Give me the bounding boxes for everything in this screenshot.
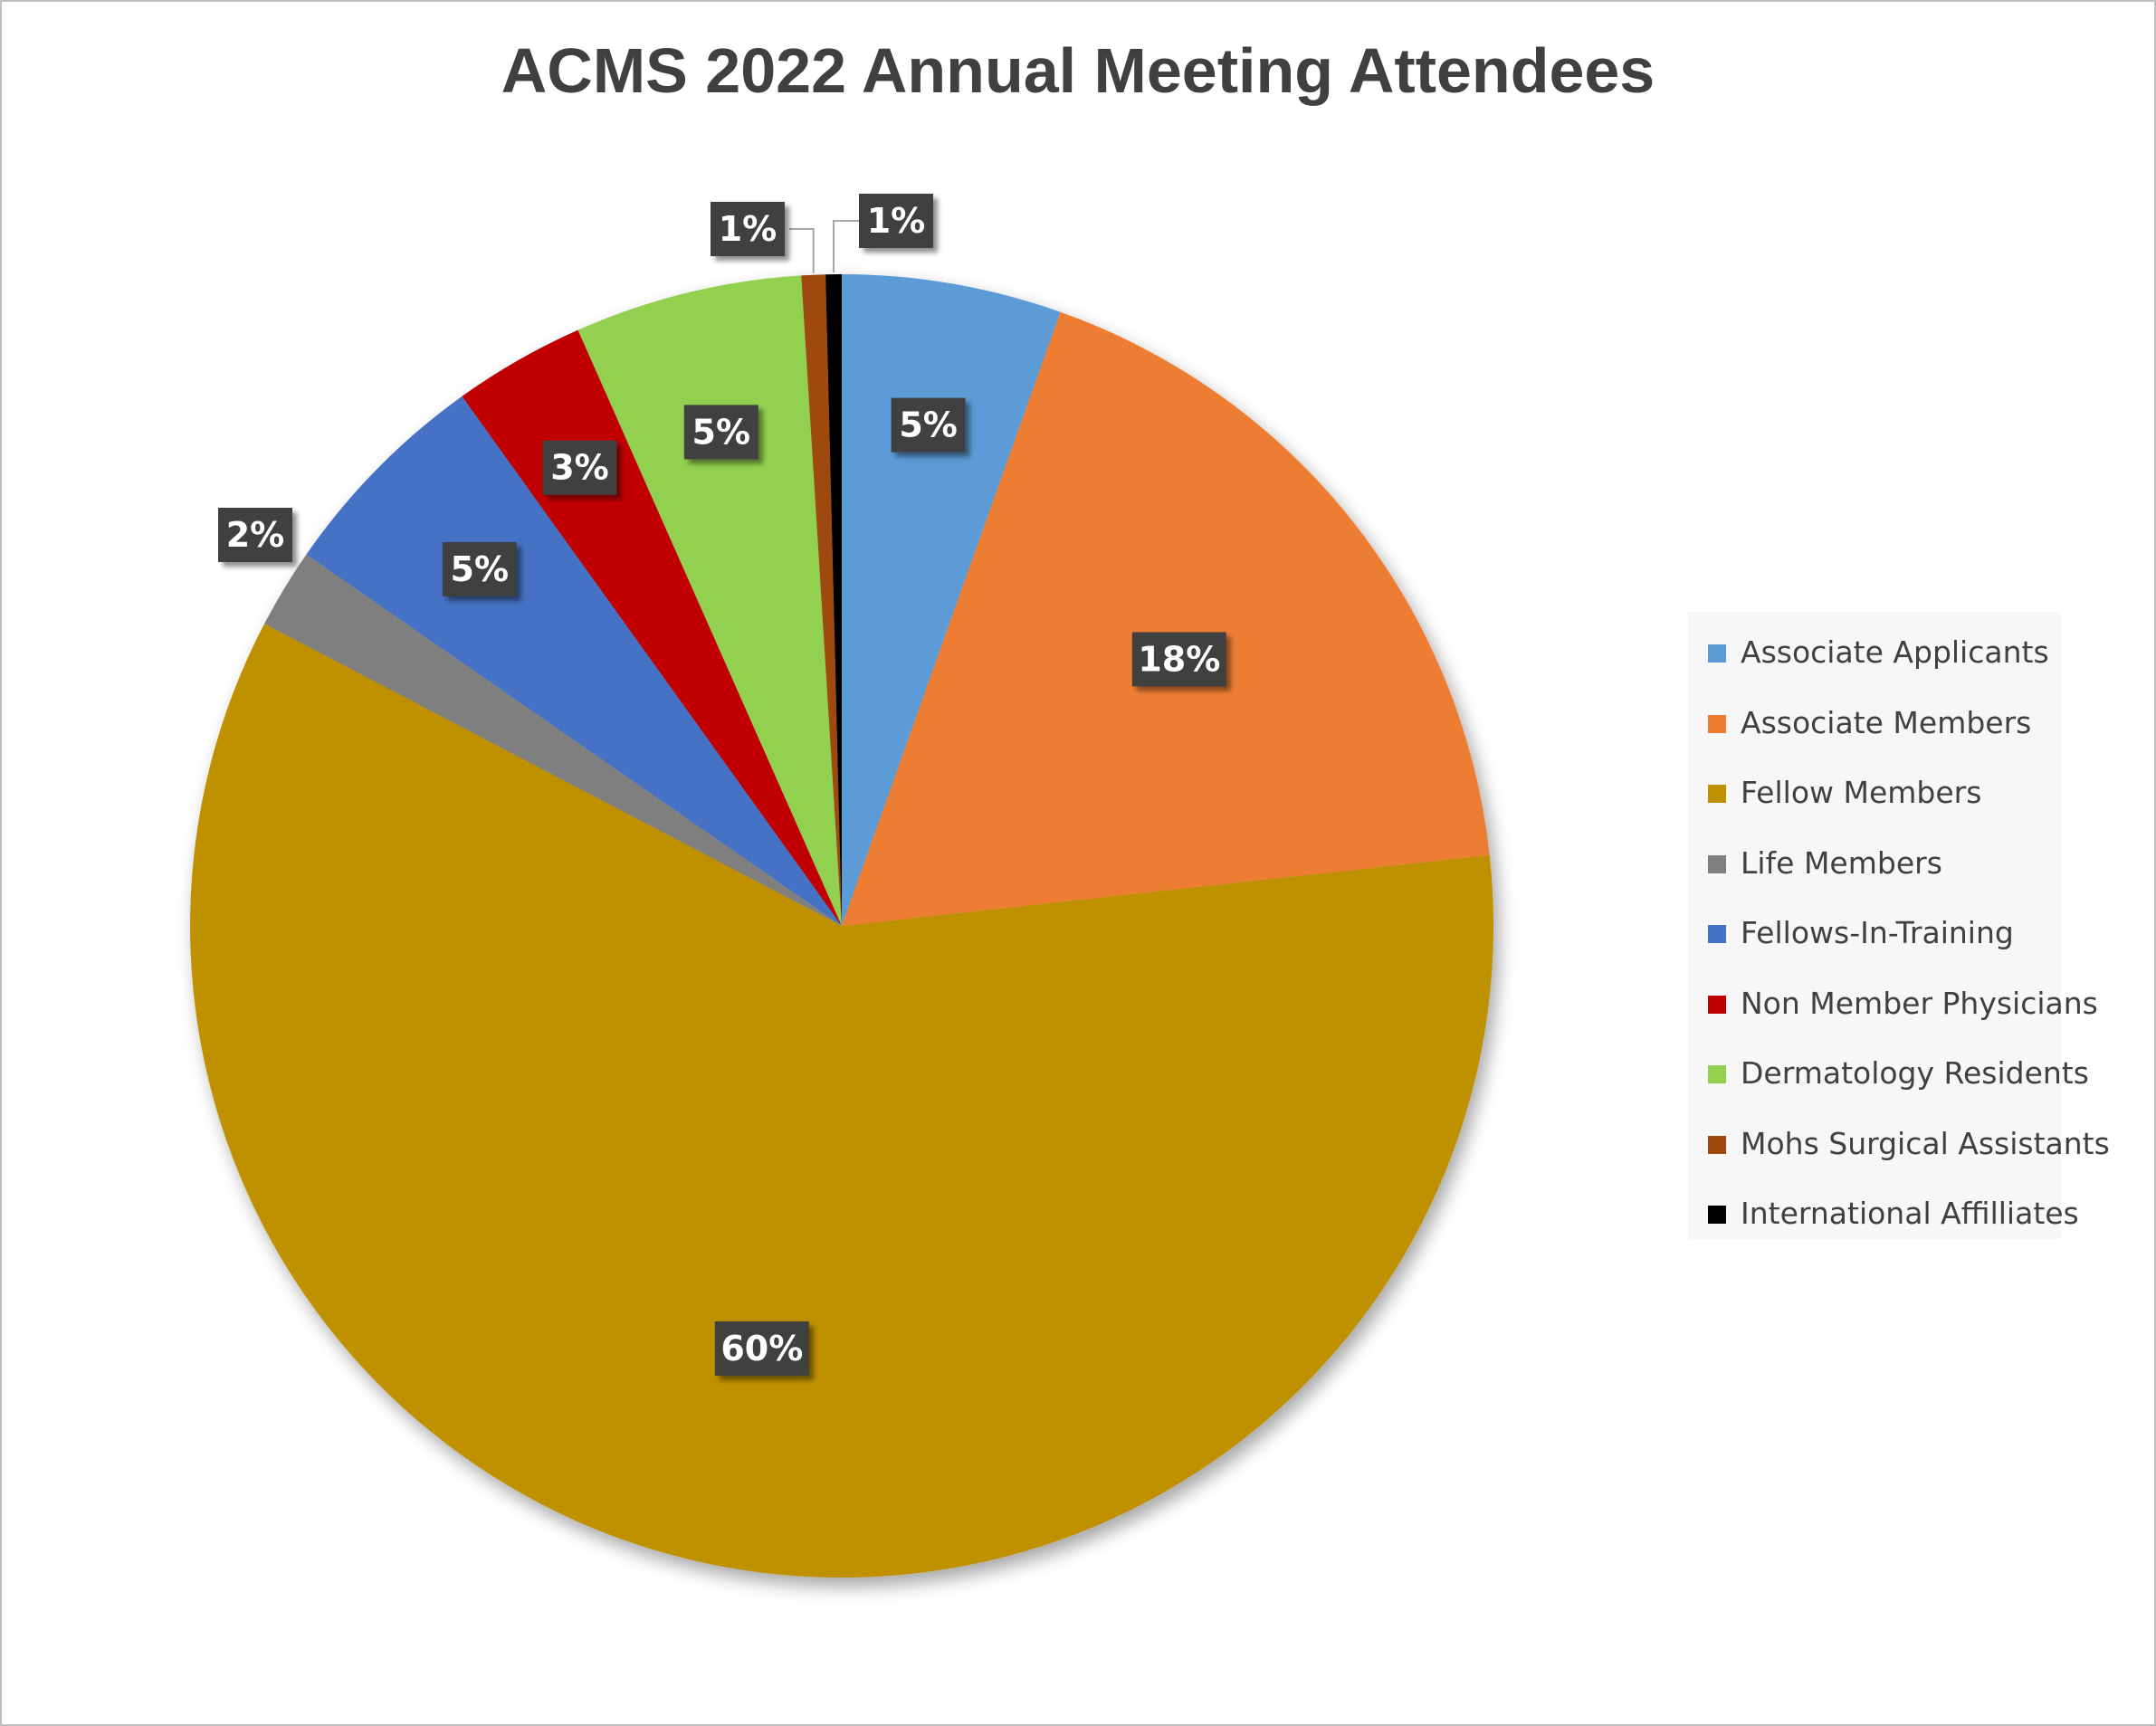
data-label-text: 3%	[550, 448, 609, 488]
data-label-box	[218, 508, 292, 562]
data-label-associate-members: 18%	[1131, 632, 1226, 687]
pie-slice-dermatology-residents	[577, 275, 842, 926]
pie-slice-associate-members	[842, 311, 1490, 926]
data-label-text: 5%	[899, 405, 958, 445]
data-label-mohs-surgical-assistants: 1%	[711, 202, 785, 256]
data-label-box	[859, 194, 933, 248]
legend-swatch	[1708, 785, 1726, 803]
chart-legend: Associate Applicants Associate Members Fel…	[1688, 612, 2110, 1239]
data-label-text: 60%	[720, 1329, 803, 1368]
legend-swatch	[1708, 1135, 1726, 1154]
legend-swatch	[1708, 644, 1726, 663]
data-label-associate-applicants: 5%	[891, 397, 966, 453]
legend-swatch	[1708, 1206, 1726, 1224]
data-label-life-members: 2%	[218, 508, 292, 562]
legend-swatch	[1708, 1065, 1726, 1083]
data-label-box	[442, 542, 517, 596]
data-label-box	[711, 202, 785, 256]
data-label-fellow-members: 60%	[714, 1321, 809, 1376]
data-label-box	[1131, 632, 1226, 687]
leader-line-mohs-surgical-assistants	[789, 228, 815, 273]
legend-swatch	[1708, 714, 1726, 733]
pie-slice-fellow-members	[190, 624, 1494, 1578]
data-label-non-member-physicians: 3%	[542, 440, 617, 495]
data-label-text: 5%	[692, 412, 751, 452]
legend-label: Life Members	[1741, 844, 1942, 881]
legend-swatch	[1708, 854, 1726, 873]
pie-slice-international-affilliates	[825, 273, 842, 926]
data-label-international-affilliates: 1%	[859, 194, 933, 248]
legend-label: Dermatology Residents	[1741, 1055, 2089, 1091]
legend-swatch	[1708, 995, 1726, 1014]
legend-label: International Affilliates	[1741, 1196, 2079, 1231]
leader-line-international-affilliates	[833, 220, 862, 273]
legend-label: Mohs Surgical Assistants	[1741, 1125, 2110, 1161]
data-label-box	[714, 1321, 809, 1376]
legend-label: Fellows-In-Training	[1741, 915, 2014, 950]
data-label-fellows-in-training: 5%	[442, 542, 517, 596]
data-label-box	[891, 397, 966, 453]
data-label-text: 1%	[867, 201, 926, 241]
chart-title: ACMS 2022 Annual Meeting Attendees	[501, 35, 1655, 106]
pie-slice-mohs-surgical-assistants	[801, 274, 842, 927]
legend-swatch	[1708, 925, 1726, 943]
legend-label: Non Member Physicians	[1741, 985, 2098, 1021]
pie-slice-life-members	[264, 554, 842, 926]
data-label-text: 18%	[1138, 639, 1220, 679]
data-label-text: 2%	[226, 515, 285, 555]
data-label-box	[683, 405, 758, 460]
legend-label: Associate Applicants	[1741, 634, 2049, 670]
legend-label: Fellow Members	[1741, 775, 1982, 810]
data-label-dermatology-residents: 5%	[683, 405, 758, 460]
pie-slice-fellows-in-training	[306, 396, 842, 926]
data-label-box	[542, 440, 617, 495]
legend-label: Associate Members	[1741, 704, 2032, 740]
data-label-text: 5%	[451, 549, 510, 589]
data-label-text: 1%	[719, 209, 777, 249]
